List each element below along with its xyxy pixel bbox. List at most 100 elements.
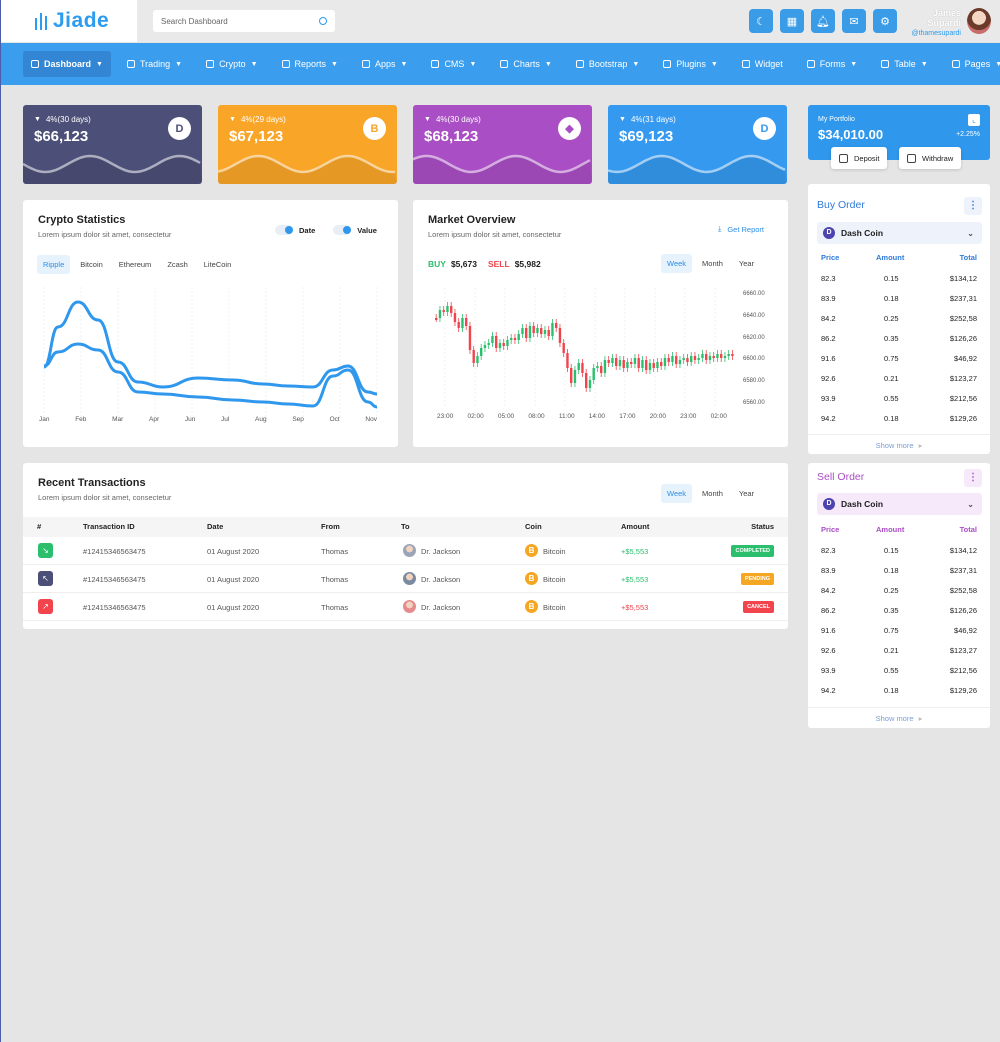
- user-info[interactable]: James Supardi @thamesupardi: [897, 8, 961, 37]
- x-tick-label: 08:00: [528, 413, 545, 420]
- crypto-tab-ethereum[interactable]: Ethereum: [118, 260, 152, 269]
- candle: [645, 360, 648, 370]
- order-row[interactable]: 93.9 0.55 $212,56: [808, 388, 990, 408]
- market-tab-year[interactable]: Year: [738, 259, 755, 268]
- search-box[interactable]: [153, 10, 335, 32]
- x-tick-label: 05:00: [497, 413, 515, 420]
- nav-item-charts[interactable]: Charts ▼: [492, 51, 559, 77]
- buy-show-more-link[interactable]: Show more ▸: [808, 441, 990, 450]
- order-row[interactable]: 92.6 0.21 $123,27: [808, 640, 990, 660]
- stat-card[interactable]: ▼ 4%(30 days) $68,123 ◆: [413, 105, 592, 184]
- sell-order-menu-icon[interactable]: ⋮: [964, 469, 982, 487]
- order-total: $129,26: [949, 686, 977, 695]
- order-row[interactable]: 91.6 0.75 $46,92: [808, 620, 990, 640]
- order-row[interactable]: 86.2 0.35 $126,26: [808, 328, 990, 348]
- charts-icon: [500, 60, 509, 68]
- order-row[interactable]: 91.6 0.75 $46,92: [808, 348, 990, 368]
- avatar[interactable]: [967, 8, 991, 34]
- deposit-button[interactable]: Deposit: [831, 147, 888, 169]
- dark-mode-button[interactable]: ☾: [749, 9, 773, 33]
- caret-down-icon: ▼: [331, 60, 338, 68]
- stat-card[interactable]: ▼ 4%(29 days) $67,123 B: [218, 105, 397, 184]
- crypto-tab-ripple[interactable]: Ripple: [37, 255, 71, 274]
- stat-card[interactable]: ▼ 4%(31 days) $69,123 D: [608, 105, 787, 184]
- legend-value[interactable]: Value: [333, 225, 377, 235]
- order-price: 86.2: [821, 334, 836, 343]
- buy-coin-select[interactable]: D Dash Coin ⌄: [817, 222, 982, 244]
- crypto-tab-zcash[interactable]: Zcash: [167, 260, 188, 269]
- order-row[interactable]: 86.2 0.35 $126,26: [808, 600, 990, 620]
- stat-change-label: 4%(30 days): [435, 115, 481, 124]
- crypto-tab-litecoin[interactable]: LiteCoin: [203, 260, 232, 269]
- x-tick-label: 02:00: [710, 413, 727, 420]
- candle: [630, 362, 633, 364]
- order-row[interactable]: 93.9 0.55 $212,56: [808, 660, 990, 680]
- transaction-type-icon: ↖: [38, 571, 53, 586]
- stat-value: $67,123: [229, 128, 284, 145]
- crypto-tab-bitcoin[interactable]: Bitcoin: [80, 260, 103, 269]
- table-row[interactable]: ↖ #12415346563475 01 August 2020 Thomas Dr. …: [23, 565, 788, 593]
- nav-item-reports[interactable]: Reports ▼: [274, 51, 346, 77]
- messages-button[interactable]: ✉: [842, 9, 866, 33]
- nav-item-forms[interactable]: Forms ▼: [799, 51, 865, 77]
- nav-item-table[interactable]: Table ▼: [873, 51, 935, 77]
- order-row[interactable]: 84.2 0.25 $252,58: [808, 580, 990, 600]
- search-input[interactable]: [161, 16, 301, 26]
- order-amount: 0.75: [884, 626, 899, 635]
- x-tick-label: Aug: [255, 416, 267, 423]
- series-line: [43, 342, 378, 409]
- order-row[interactable]: 84.2 0.25 $252,58: [808, 308, 990, 328]
- transactions-tab-week[interactable]: Week: [661, 484, 693, 503]
- sell-show-more-link[interactable]: Show more ▸: [808, 714, 990, 723]
- column-header: Amount: [876, 253, 905, 262]
- withdraw-label: Withdraw: [922, 153, 954, 163]
- nav-item-widget[interactable]: Widget: [734, 51, 791, 77]
- market-tab-month[interactable]: Month: [702, 259, 723, 268]
- candle: [588, 380, 592, 388]
- order-price: 86.2: [821, 606, 836, 615]
- market-tab-week[interactable]: Week: [661, 254, 693, 273]
- sell-label: SELL: [487, 259, 510, 269]
- legend-date[interactable]: Date: [275, 225, 315, 235]
- chevron-right-icon: ▸: [918, 441, 923, 450]
- apps-button[interactable]: ▦: [780, 9, 804, 33]
- order-row[interactable]: 83.9 0.18 $237,31: [808, 288, 990, 308]
- withdraw-button[interactable]: Withdraw: [899, 147, 962, 169]
- transactions-tab-month[interactable]: Month: [702, 489, 723, 498]
- search-icon[interactable]: [319, 17, 327, 25]
- dash-coin-icon: D: [823, 498, 835, 510]
- order-row[interactable]: 83.9 0.18 $237,31: [808, 560, 990, 580]
- buy-order-menu-icon[interactable]: ⋮: [964, 197, 982, 215]
- nav-item-plugins[interactable]: Plugins ▼: [655, 51, 725, 77]
- nav-item-dashboard[interactable]: Dashboard ▼: [23, 51, 111, 77]
- nav-item-crypto[interactable]: Crypto ▼: [198, 51, 265, 77]
- bootstrap-icon: [575, 60, 584, 68]
- table-row[interactable]: ↘ #12415346563475 01 August 2020 Thomas Dr. …: [23, 537, 788, 565]
- chart-icon[interactable]: ⌞: [968, 114, 980, 126]
- table-row[interactable]: ↗ #12415346563475 01 August 2020 Thomas Dr. …: [23, 593, 788, 621]
- stat-card[interactable]: ▼ 4%(30 days) $66,123 D: [23, 105, 202, 184]
- order-row[interactable]: 92.6 0.21 $123,27: [808, 368, 990, 388]
- nav-item-trading[interactable]: Trading ▼: [119, 51, 190, 77]
- candle: [731, 354, 734, 356]
- order-amount: 0.18: [884, 566, 899, 575]
- nav-item-pages[interactable]: Pages ▼: [944, 51, 1000, 77]
- order-row[interactable]: 94.2 0.18 $129,26: [808, 408, 990, 428]
- order-row[interactable]: 94.2 0.18 $129,26: [808, 680, 990, 700]
- order-amount: 0.25: [884, 586, 899, 595]
- candle: [727, 354, 730, 356]
- nav-item-apps[interactable]: Apps ▼: [354, 51, 415, 77]
- logo[interactable]: Jiade: [1, 0, 137, 42]
- get-report-link[interactable]: ⤓ Get Report: [718, 224, 764, 234]
- nav-item-bootstrap[interactable]: Bootstrap ▼: [568, 51, 647, 77]
- transactions-tab-year[interactable]: Year: [738, 489, 755, 498]
- settings-button[interactable]: ⚙: [873, 9, 897, 33]
- nav-item-cms[interactable]: CMS ▼: [423, 51, 484, 77]
- candle: [690, 356, 693, 362]
- order-row[interactable]: 82.3 0.15 $134,12: [808, 540, 990, 560]
- sell-coin-select[interactable]: D Dash Coin ⌄: [817, 493, 982, 515]
- order-row[interactable]: 82.3 0.15 $134,12: [808, 268, 990, 288]
- notifications-button[interactable]: 🔔︎: [811, 9, 835, 33]
- order-price: 83.9: [821, 294, 836, 303]
- recipient-avatar: [403, 544, 416, 557]
